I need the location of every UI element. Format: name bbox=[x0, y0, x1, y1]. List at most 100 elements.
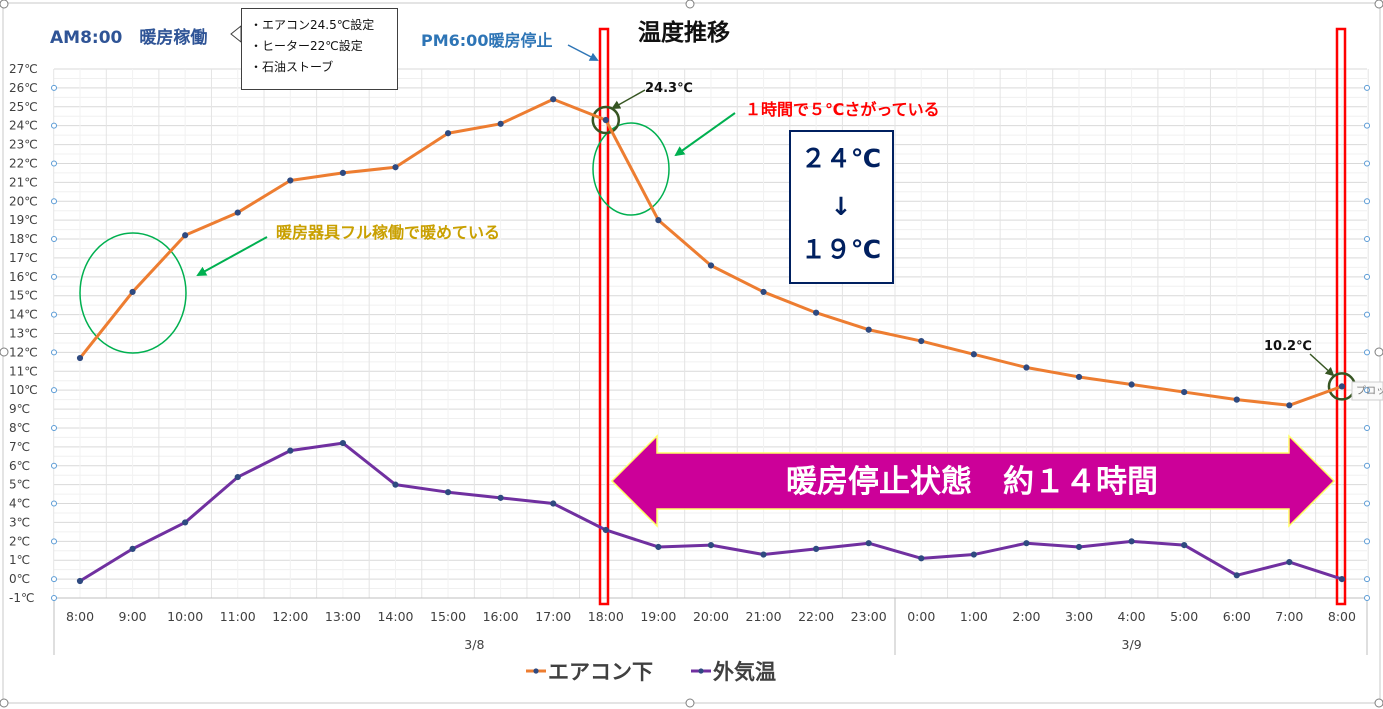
x-tick-label: 6:00 bbox=[1223, 609, 1251, 624]
x-tick-label: 9:00 bbox=[119, 609, 147, 624]
x-tick-label: 1:00 bbox=[960, 609, 988, 624]
stop-arrow bbox=[567, 44, 599, 61]
x-tick-label: 21:00 bbox=[746, 609, 782, 624]
axis-marker bbox=[51, 387, 57, 394]
data-point bbox=[339, 169, 346, 177]
data-point bbox=[287, 447, 294, 454]
y-tick-label: 19℃ bbox=[9, 213, 38, 227]
drop-ellipse bbox=[592, 122, 670, 216]
y-tick-label: 7℃ bbox=[9, 440, 30, 454]
x-group-label: 3/8 bbox=[464, 637, 484, 652]
data-point bbox=[760, 288, 767, 296]
selection-handle bbox=[685, 698, 695, 708]
data-point bbox=[760, 551, 767, 558]
series-aircon bbox=[76, 96, 1346, 409]
heating-ellipse bbox=[79, 232, 187, 354]
data-point bbox=[1181, 388, 1188, 396]
settings-item: ・エアコン24.5℃設定 bbox=[250, 18, 375, 32]
x-tick-label: 5:00 bbox=[1170, 609, 1198, 624]
axes: -1℃ 0℃ 1℃ 2℃ 3℃ 4℃ 5℃ 6℃ 7℃ 8℃ 9℃ 10℃ 11℃ 12℃ 13℃ 14℃ 15… bbox=[9, 62, 1368, 655]
x-tick-label: 18:00 bbox=[588, 609, 624, 624]
axis-marker bbox=[51, 198, 57, 205]
data-point bbox=[392, 164, 399, 171]
axis-marker bbox=[51, 236, 57, 243]
y-tick-label: 0℃ bbox=[9, 572, 30, 586]
axis-marker bbox=[51, 462, 57, 469]
x-tick-label: 8:00 bbox=[66, 609, 94, 624]
x-tick-label: 12:00 bbox=[272, 609, 308, 624]
x-tick-label: 10:00 bbox=[167, 609, 203, 624]
axis-marker bbox=[51, 500, 57, 507]
y-tick-label: 3℃ bbox=[9, 515, 30, 529]
data-point bbox=[1128, 381, 1135, 388]
data-point bbox=[813, 545, 820, 552]
x-tick-label: 23:00 bbox=[851, 609, 887, 624]
data-point bbox=[129, 288, 136, 296]
drop-to-label: １９℃ bbox=[801, 235, 881, 264]
data-point bbox=[970, 551, 977, 558]
data-point bbox=[234, 209, 241, 216]
drop-note: １時間で５℃さがっている bbox=[745, 100, 940, 119]
y-tick-label: 26℃ bbox=[9, 81, 38, 95]
data-point bbox=[497, 494, 504, 501]
axis-marker bbox=[51, 576, 57, 583]
axis-marker bbox=[1364, 311, 1370, 318]
x-tick-label: 8:00 bbox=[1328, 609, 1356, 624]
data-point bbox=[655, 217, 662, 224]
y-tick-label: 10℃ bbox=[9, 383, 38, 397]
data-point bbox=[602, 116, 609, 124]
data-point bbox=[444, 130, 452, 137]
data-point bbox=[339, 439, 346, 447]
y-tick-label: 17℃ bbox=[9, 251, 38, 265]
data-point bbox=[1181, 542, 1188, 549]
legend-marker bbox=[698, 668, 704, 674]
axis-marker bbox=[1364, 500, 1370, 507]
data-point bbox=[918, 555, 925, 562]
selection-handle bbox=[1374, 347, 1383, 357]
axis-marker bbox=[1364, 424, 1370, 431]
stop-annotation: PM6:00暖房停止 bbox=[421, 31, 552, 50]
data-point bbox=[707, 262, 715, 269]
start-annotation: AM8:00 暖房稼働 bbox=[50, 27, 207, 48]
axis-marker bbox=[51, 273, 57, 280]
data-point bbox=[1233, 396, 1240, 403]
x-tick-label: 17:00 bbox=[535, 609, 571, 624]
data-point bbox=[497, 120, 504, 127]
data-point bbox=[287, 177, 294, 184]
x-tick-label: 4:00 bbox=[1118, 609, 1146, 624]
x-tick-label: 7:00 bbox=[1275, 609, 1303, 624]
axis-marker bbox=[1364, 236, 1370, 243]
data-point bbox=[1338, 383, 1346, 390]
axis-marker bbox=[1364, 595, 1370, 601]
x-tick-label: 2:00 bbox=[1012, 609, 1040, 624]
axis-marker bbox=[51, 349, 57, 356]
drop-arrow-label: ↓ bbox=[831, 192, 852, 221]
x-tick-label: 14:00 bbox=[377, 609, 413, 624]
y-tick-label: 6℃ bbox=[9, 459, 30, 473]
x-tick-label: 13:00 bbox=[325, 609, 361, 624]
data-point bbox=[392, 481, 399, 488]
legend: エアコン下 外気温 bbox=[526, 660, 776, 684]
data-point bbox=[1023, 540, 1030, 547]
end-arrow bbox=[1309, 353, 1335, 377]
peak-arrow bbox=[611, 89, 646, 109]
x-tick-label: 20:00 bbox=[693, 609, 729, 624]
y-tick-label: 5℃ bbox=[9, 478, 30, 492]
y-tick-label: 16℃ bbox=[9, 270, 38, 284]
axis-marker bbox=[51, 595, 57, 601]
axis-marker bbox=[51, 84, 57, 91]
chart-title: 温度推移 bbox=[638, 19, 730, 46]
data-point bbox=[129, 545, 136, 552]
axis-marker bbox=[51, 311, 57, 318]
axis-marker bbox=[1364, 198, 1370, 205]
tooltip-label: プロット bbox=[1356, 385, 1383, 397]
data-point bbox=[865, 540, 872, 547]
data-point bbox=[76, 577, 84, 585]
y-tick-label: 22℃ bbox=[9, 156, 38, 170]
x-tick-label: 19:00 bbox=[640, 609, 676, 624]
data-point bbox=[550, 500, 557, 507]
selection-handle bbox=[1374, 0, 1383, 9]
data-point bbox=[707, 542, 715, 549]
data-point bbox=[1233, 572, 1240, 579]
